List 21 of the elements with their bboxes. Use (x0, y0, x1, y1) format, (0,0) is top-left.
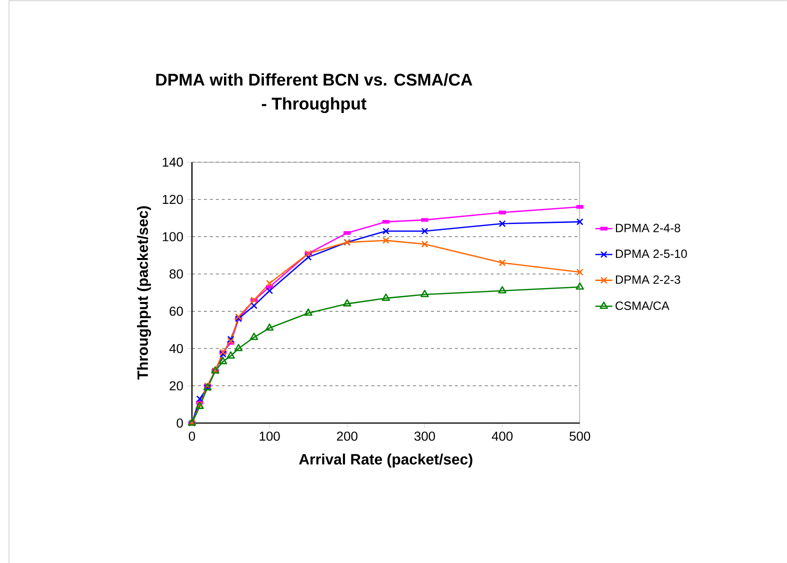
legend-label: DPMA 2-2-3 (616, 275, 680, 284)
x-tick-label: 400 (492, 431, 513, 441)
y-tick-label: 20 (170, 381, 183, 390)
y-tick-label: 120 (162, 194, 183, 204)
x-tick-label: 500 (570, 431, 590, 441)
y-tick-label: 80 (170, 269, 183, 278)
y-tick-label: 60 (170, 306, 183, 316)
y-tick-label: 140 (162, 157, 183, 167)
legend-label: CSMA/CA (616, 301, 670, 310)
x-tick-label: 0 (188, 431, 196, 441)
legend-label: DPMA 2-4-8 (616, 224, 680, 232)
y-tick-label: 0 (176, 418, 183, 428)
x-tick-label: 100 (260, 431, 280, 441)
y-axis-title: Throughput (packet/sec) (137, 206, 152, 380)
x-tick-label: 300 (414, 431, 435, 441)
y-tick-label: 100 (162, 232, 183, 242)
chart-title: DPMA with Different BCN vs. CSMA/CA - Throughput (156, 73, 472, 113)
y-tick-label: 40 (169, 344, 183, 353)
legend-label: DPMA 2-5-10 (616, 249, 687, 258)
x-tick-label: 200 (336, 431, 358, 441)
x-axis-title: Arrival Rate (packet/sec) (299, 453, 472, 468)
